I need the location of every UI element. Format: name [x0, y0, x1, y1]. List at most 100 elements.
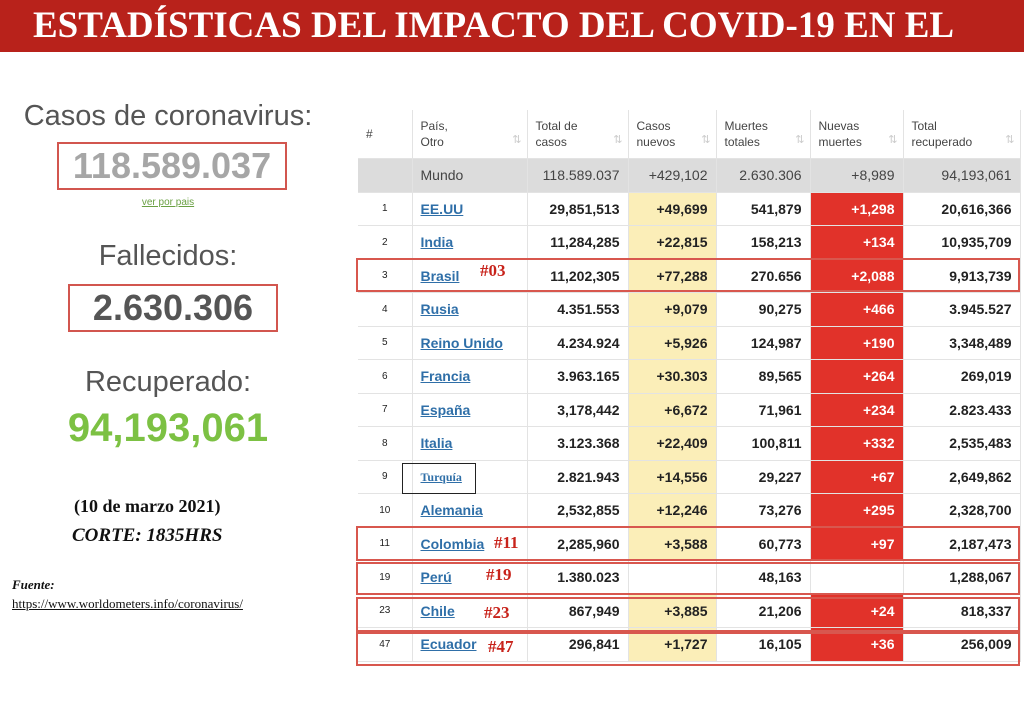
recovered-cell: 269,019	[903, 359, 1021, 394]
table-row: 10 Alemania 2,532,855 +12,246 73,276 +295 2,32…	[358, 493, 1021, 528]
table-row: 23 Chile 867,949 +3,885 21,206 +24 818,337	[358, 594, 1021, 628]
source-link[interactable]: https://www.worldometers.info/coronaviru…	[12, 596, 243, 611]
new-cell: +3,588	[628, 527, 717, 561]
column-header[interactable]: Muertes totales ⇅	[716, 110, 811, 159]
rank-cell: 19	[358, 560, 413, 595]
sort-icon[interactable]: ⇅	[613, 133, 623, 146]
country-link[interactable]: Alemania	[420, 502, 483, 519]
deaths-cell: 124,987	[716, 326, 811, 360]
country-link[interactable]: Francia	[420, 368, 471, 385]
table-row: 8 Italia 3.123.368 +22,409 100,811 +332 2,535,…	[358, 426, 1021, 461]
country-link[interactable]: Ecuador	[420, 636, 477, 653]
total-cell: 1.380.023	[527, 560, 629, 595]
rank-cell: 8	[358, 426, 413, 461]
country-link[interactable]: España	[420, 401, 471, 418]
rank-cell: 47	[358, 627, 413, 662]
table-row: 6 Francia 3.963.165 +30.303 89,565 +264 269,01…	[358, 359, 1021, 394]
column-header[interactable]: País, Otro ⇅	[412, 110, 528, 159]
total-cell: 2,285,960	[527, 527, 629, 561]
deaths-cell: 100,811	[716, 426, 811, 461]
country-link[interactable]: Turquía	[420, 470, 462, 485]
deaths-label: Fallecidos:	[98, 240, 238, 272]
new-deaths-cell: +24	[810, 594, 904, 628]
sort-icon[interactable]: ⇅	[795, 133, 805, 146]
table-row: 11 Colombia 2,285,960 +3,588 60,773 +97 2,187,…	[358, 527, 1021, 561]
sort-icon[interactable]: ⇅	[701, 133, 711, 146]
deaths-cell: 29,227	[716, 460, 811, 494]
new-cell: +22,815	[628, 225, 717, 260]
new-cell: +14,556	[628, 460, 717, 494]
country-link[interactable]: Colombia	[420, 535, 485, 552]
new-deaths-cell	[810, 560, 904, 595]
world-row: Mundo 118.589.037 +429,102 2.630.306 +8,…	[358, 158, 1021, 193]
table-row: 19 Perú 1.380.023 48,163 1,288,067	[358, 560, 1021, 595]
deaths-cell: 48,163	[716, 560, 811, 595]
rank-cell: 7	[358, 393, 413, 427]
new-cell: +5,926	[628, 326, 717, 360]
table-row: 4 Rusia 4.351.553 +9,079 90,275 +466 3.945.527	[358, 292, 1021, 327]
sort-icon[interactable]: ⇅	[888, 133, 898, 146]
column-header[interactable]: Total recuperado ⇅	[903, 110, 1021, 159]
country-link[interactable]: Chile	[420, 602, 455, 619]
world-total: 118.589.037	[527, 158, 629, 193]
country-cell: Chile	[412, 594, 528, 628]
new-cell: +49,699	[628, 192, 717, 226]
table-row: 1 EE.UU 29,851,513 +49,699 541,879 +1,298 20,6…	[358, 192, 1021, 226]
table-row: 2 India 11,284,285 +22,815 158,213 +134 10,935…	[358, 225, 1021, 260]
country-link[interactable]: Perú	[420, 569, 452, 586]
column-header[interactable]: #	[358, 110, 413, 159]
sort-icon[interactable]: ⇅	[1005, 133, 1015, 146]
total-cell: 2,532,855	[527, 493, 629, 528]
slide-title: ESTADÍSTICAS DEL IMPACTO DEL COVID-19 EN…	[0, 0, 1024, 52]
column-header[interactable]: Casos nuevos ⇅	[628, 110, 717, 159]
rank-cell: 5	[358, 326, 413, 360]
total-cell: 4.351.553	[527, 292, 629, 327]
country-cell: Brasil	[412, 259, 528, 293]
recovered-cell: 256,009	[903, 627, 1021, 662]
rank-cell: 2	[358, 225, 413, 260]
rank-annotation: #47	[488, 637, 514, 656]
country-cell: EE.UU	[412, 192, 528, 226]
new-deaths-cell: +264	[810, 359, 904, 394]
column-header-label: #	[366, 126, 373, 141]
country-link[interactable]: EE.UU	[420, 200, 464, 217]
new-cell: +9,079	[628, 292, 717, 327]
rank-cell: 23	[358, 594, 413, 628]
deaths-cell: 21,206	[716, 594, 811, 628]
recovered-cell: 2,535,483	[903, 426, 1021, 461]
rank-annotation: #19	[486, 565, 512, 584]
total-cell: 4.234.924	[527, 326, 629, 360]
country-link[interactable]: Reino Unido	[420, 334, 503, 351]
source-label: Fuente:	[12, 577, 55, 592]
column-header[interactable]: Nuevas muertes ⇅	[810, 110, 904, 159]
country-link[interactable]: Brasil	[420, 267, 460, 284]
recovered-cell: 20,616,366	[903, 192, 1021, 226]
table-row: 3 Brasil 11,202,305 +77,288 270.656 +2,088 9,9…	[358, 259, 1021, 293]
country-link[interactable]: Rusia	[420, 301, 459, 318]
column-header[interactable]: Total de casos ⇅	[527, 110, 629, 159]
rank-annotation: #11	[494, 533, 519, 552]
column-header-label: Total recuperado	[911, 118, 973, 149]
view-by-country-link[interactable]: ver por pais	[141, 197, 195, 208]
cut-time-note: CORTE: 1835HRS	[72, 525, 223, 546]
rank-annotation: #23	[484, 603, 510, 622]
deaths-cell: 158,213	[716, 225, 811, 260]
new-cell	[628, 560, 717, 595]
column-header-label: Total de casos	[535, 118, 578, 149]
world-recovered: 94,193,061	[903, 158, 1021, 193]
column-header-label: País, Otro	[420, 118, 448, 149]
cases-label: Casos de coronavirus:	[23, 100, 313, 132]
country-cell: Colombia	[412, 527, 528, 561]
sort-icon[interactable]: ⇅	[512, 133, 522, 146]
rank-annotation: #03	[480, 261, 506, 280]
country-link[interactable]: India	[420, 234, 454, 251]
country-link[interactable]: Italia	[420, 435, 453, 452]
total-cell: 11,202,305	[527, 259, 629, 293]
new-cell: +12,246	[628, 493, 717, 528]
total-cell: 29,851,513	[527, 192, 629, 226]
recovered-cell: 2,187,473	[903, 527, 1021, 561]
world-new: +429,102	[628, 158, 717, 193]
recovered-cell: 2,649,862	[903, 460, 1021, 494]
country-cell: España	[412, 393, 528, 427]
country-cell: Rusia	[412, 292, 528, 327]
